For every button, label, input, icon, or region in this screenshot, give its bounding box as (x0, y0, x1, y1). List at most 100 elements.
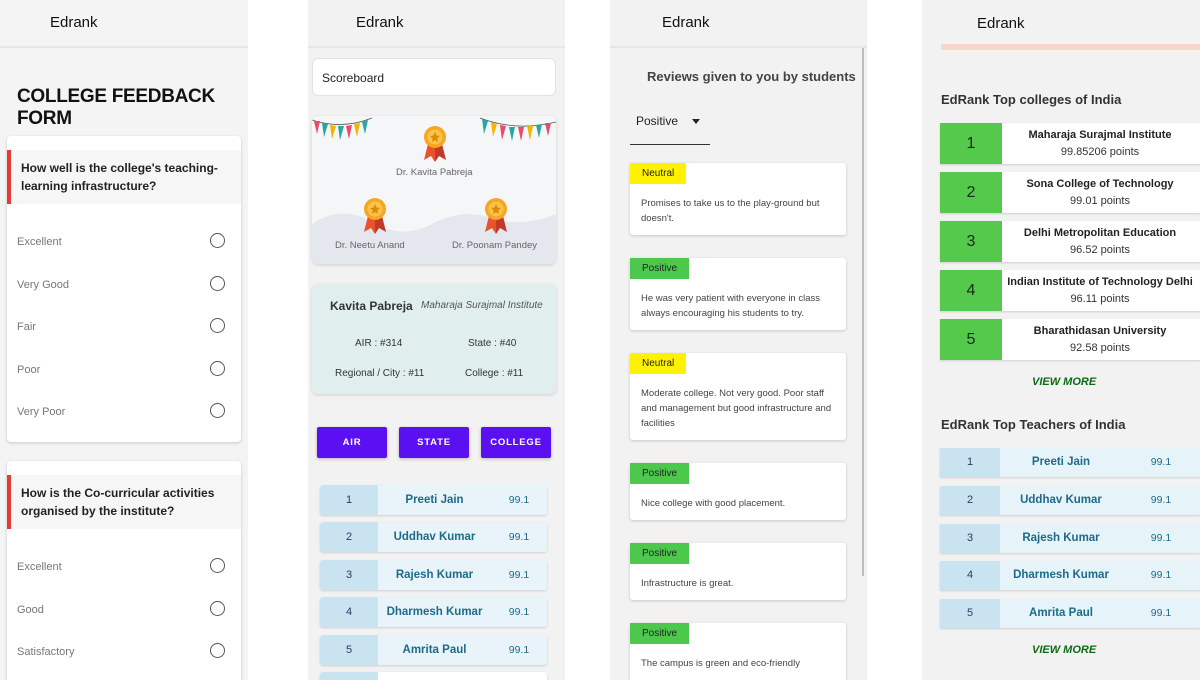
air-rank: AIR : #314 (355, 338, 403, 349)
college-points: 96.11 points (1070, 293, 1130, 305)
college-row[interactable]: 5 Bharathidasan University 92.58 points (940, 319, 1200, 360)
review-card: Positive Nice college with good placemen… (630, 463, 846, 520)
ranking-row[interactable]: 2 Uddhav Kumar 99.1 (320, 522, 547, 552)
filter-value: Positive (636, 114, 679, 128)
rank-number: 2 (320, 522, 378, 552)
radio-button-icon[interactable] (210, 558, 225, 573)
teacher-row[interactable]: 1 Preeti Jain 99.1 (940, 448, 1200, 477)
radio-button-icon[interactable] (210, 233, 225, 248)
ranking-row[interactable]: 1 Preeti Jain 99.1 (320, 485, 547, 515)
college-name: Bharathidasan University (1033, 325, 1167, 337)
tab-state[interactable]: STATE (399, 427, 469, 458)
college-rank: College : #11 (465, 368, 524, 379)
reviews-heading: Reviews given to you by students (647, 69, 856, 84)
tab-air[interactable]: AIR (317, 427, 387, 458)
podium-card: Dr. Kavita Pabreja Dr. Neetu Anand Dr. P… (312, 116, 556, 264)
option-poor[interactable]: Poor (17, 361, 225, 376)
teacher-row[interactable]: 3 Rajesh Kumar 99.1 (940, 524, 1200, 553)
teacher-row[interactable]: 4 Dharmesh Kumar 99.1 (940, 561, 1200, 590)
option-excellent[interactable]: Excellent (17, 233, 225, 248)
college-rank: 3 (940, 221, 1002, 262)
ranking-row[interactable]: 4 Dharmesh Kumar 99.1 (320, 597, 547, 627)
medal-icon (485, 198, 507, 234)
rank-number: 3 (320, 560, 378, 590)
review-card: Neutral Moderate college. Not very good.… (630, 353, 846, 440)
option-excellent[interactable]: Excellent (17, 558, 225, 573)
teacher-rank: 1 (940, 448, 1000, 477)
rank-number: 5 (320, 635, 378, 665)
review-text: Infrastructure is great. (641, 578, 734, 589)
review-text: Promises to take us to the play-ground b… (641, 198, 820, 224)
radio-button-icon[interactable] (210, 601, 225, 616)
scrollbar[interactable] (862, 48, 864, 576)
ranking-row[interactable]: 3 Rajesh Kumar 99.1 (320, 560, 547, 590)
radio-button-icon[interactable] (210, 403, 225, 418)
college-row[interactable]: 2 Sona College of Technology 99.01 points (940, 172, 1200, 213)
college-points: 99.01 points (1070, 195, 1130, 207)
teacher-name: Preeti Jain (378, 485, 491, 515)
college-name: Indian Institute of Technology Delhi (1007, 276, 1193, 288)
view-more-teachers-link[interactable]: VIEW MORE (1032, 644, 1097, 656)
medal-icon (424, 126, 446, 162)
view-more-colleges-link[interactable]: VIEW MORE (1032, 376, 1097, 388)
profile-name: Kavita Pabreja (330, 299, 413, 313)
option-very-poor[interactable]: Very Poor (17, 403, 225, 418)
feedback-form-screen: Edrank COLLEGE FEEDBACK FORM How well is… (0, 0, 248, 680)
third-place-name: Dr. Poonam Pandey (452, 240, 538, 251)
college-name: Maharaja Surajmal Institute (1028, 129, 1172, 141)
scoreboard-search-input[interactable]: Scoreboard (312, 58, 556, 96)
sentiment-filter-dropdown[interactable]: Positive (630, 106, 710, 145)
teacher-name: Amrita Paul (378, 635, 491, 665)
option-good[interactable]: Good (17, 601, 225, 616)
teacher-score: 99.1 (491, 522, 547, 552)
option-satisfactory[interactable]: Satisfactory (17, 643, 225, 658)
top-teachers-heading: EdRank Top Teachers of India (941, 417, 1126, 432)
scoreboard-screen: Edrank Scoreboard (308, 0, 565, 680)
bunting-icon (312, 117, 556, 141)
teacher-rank: 3 (940, 524, 1000, 553)
college-rank: 1 (940, 123, 1002, 164)
dropdown-caret-icon (692, 119, 700, 124)
ranking-row[interactable]: 5 Amrita Paul 99.1 (320, 635, 547, 665)
teacher-name: Dharmesh Kumar (1013, 569, 1109, 581)
teacher-score: 99.1 (491, 635, 547, 665)
review-card: Neutral Promises to take us to the play-… (630, 163, 846, 235)
first-place-name: Dr. Kavita Pabreja (396, 167, 473, 178)
app-title: Edrank (977, 15, 1025, 32)
question-card-2: How is the Co-curricular activities orga… (7, 461, 241, 680)
app-title: Edrank (356, 14, 404, 31)
review-text: He was very patient with everyone in cla… (641, 293, 820, 319)
radio-button-icon[interactable] (210, 643, 225, 658)
radio-button-icon[interactable] (210, 361, 225, 376)
option-very-good[interactable]: Very Good (17, 276, 225, 291)
teacher-score: 99.1 (1150, 569, 1172, 581)
college-rank: 5 (940, 319, 1002, 360)
teacher-row[interactable]: 2 Uddhav Kumar 99.1 (940, 486, 1200, 515)
teacher-score: 99.1 (1150, 532, 1172, 544)
college-rank: 4 (940, 270, 1002, 311)
teacher-name: Dharmesh Kumar (378, 597, 491, 627)
teacher-name: Amrita Paul (1029, 607, 1093, 619)
medal-icon (364, 198, 386, 234)
sentiment-badge: Positive (630, 463, 690, 484)
college-name: Sona College of Technology (1026, 178, 1174, 190)
radio-button-icon[interactable] (210, 276, 225, 291)
college-row[interactable]: 1 Maharaja Surajmal Institute 99.85206 poi… (940, 123, 1200, 164)
college-row[interactable]: 3 Delhi Metropolitan Education 96.52 point… (940, 221, 1200, 262)
radio-button-icon[interactable] (210, 318, 225, 333)
college-points: 96.52 points (1070, 244, 1130, 256)
appbar-divider (610, 46, 867, 48)
teacher-score: 99.1 (491, 560, 547, 590)
teacher-score: 99.1 (491, 597, 547, 627)
option-fair[interactable]: Fair (17, 318, 225, 333)
ranking-row[interactable] (320, 672, 547, 680)
sentiment-badge: Positive (630, 258, 690, 279)
question-text: How well is the college's teaching-learn… (7, 150, 241, 204)
college-row[interactable]: 4 Indian Institute of Technology Delhi 96.… (940, 270, 1200, 311)
background-wave (312, 213, 556, 264)
tab-college[interactable]: COLLEGE (481, 427, 551, 458)
teacher-name: Uddhav Kumar (1020, 494, 1102, 506)
review-text: Nice college with good placement. (641, 498, 786, 509)
teacher-row[interactable]: 5 Amrita Paul 99.1 (940, 599, 1200, 628)
teacher-name: Rajesh Kumar (1022, 532, 1100, 544)
